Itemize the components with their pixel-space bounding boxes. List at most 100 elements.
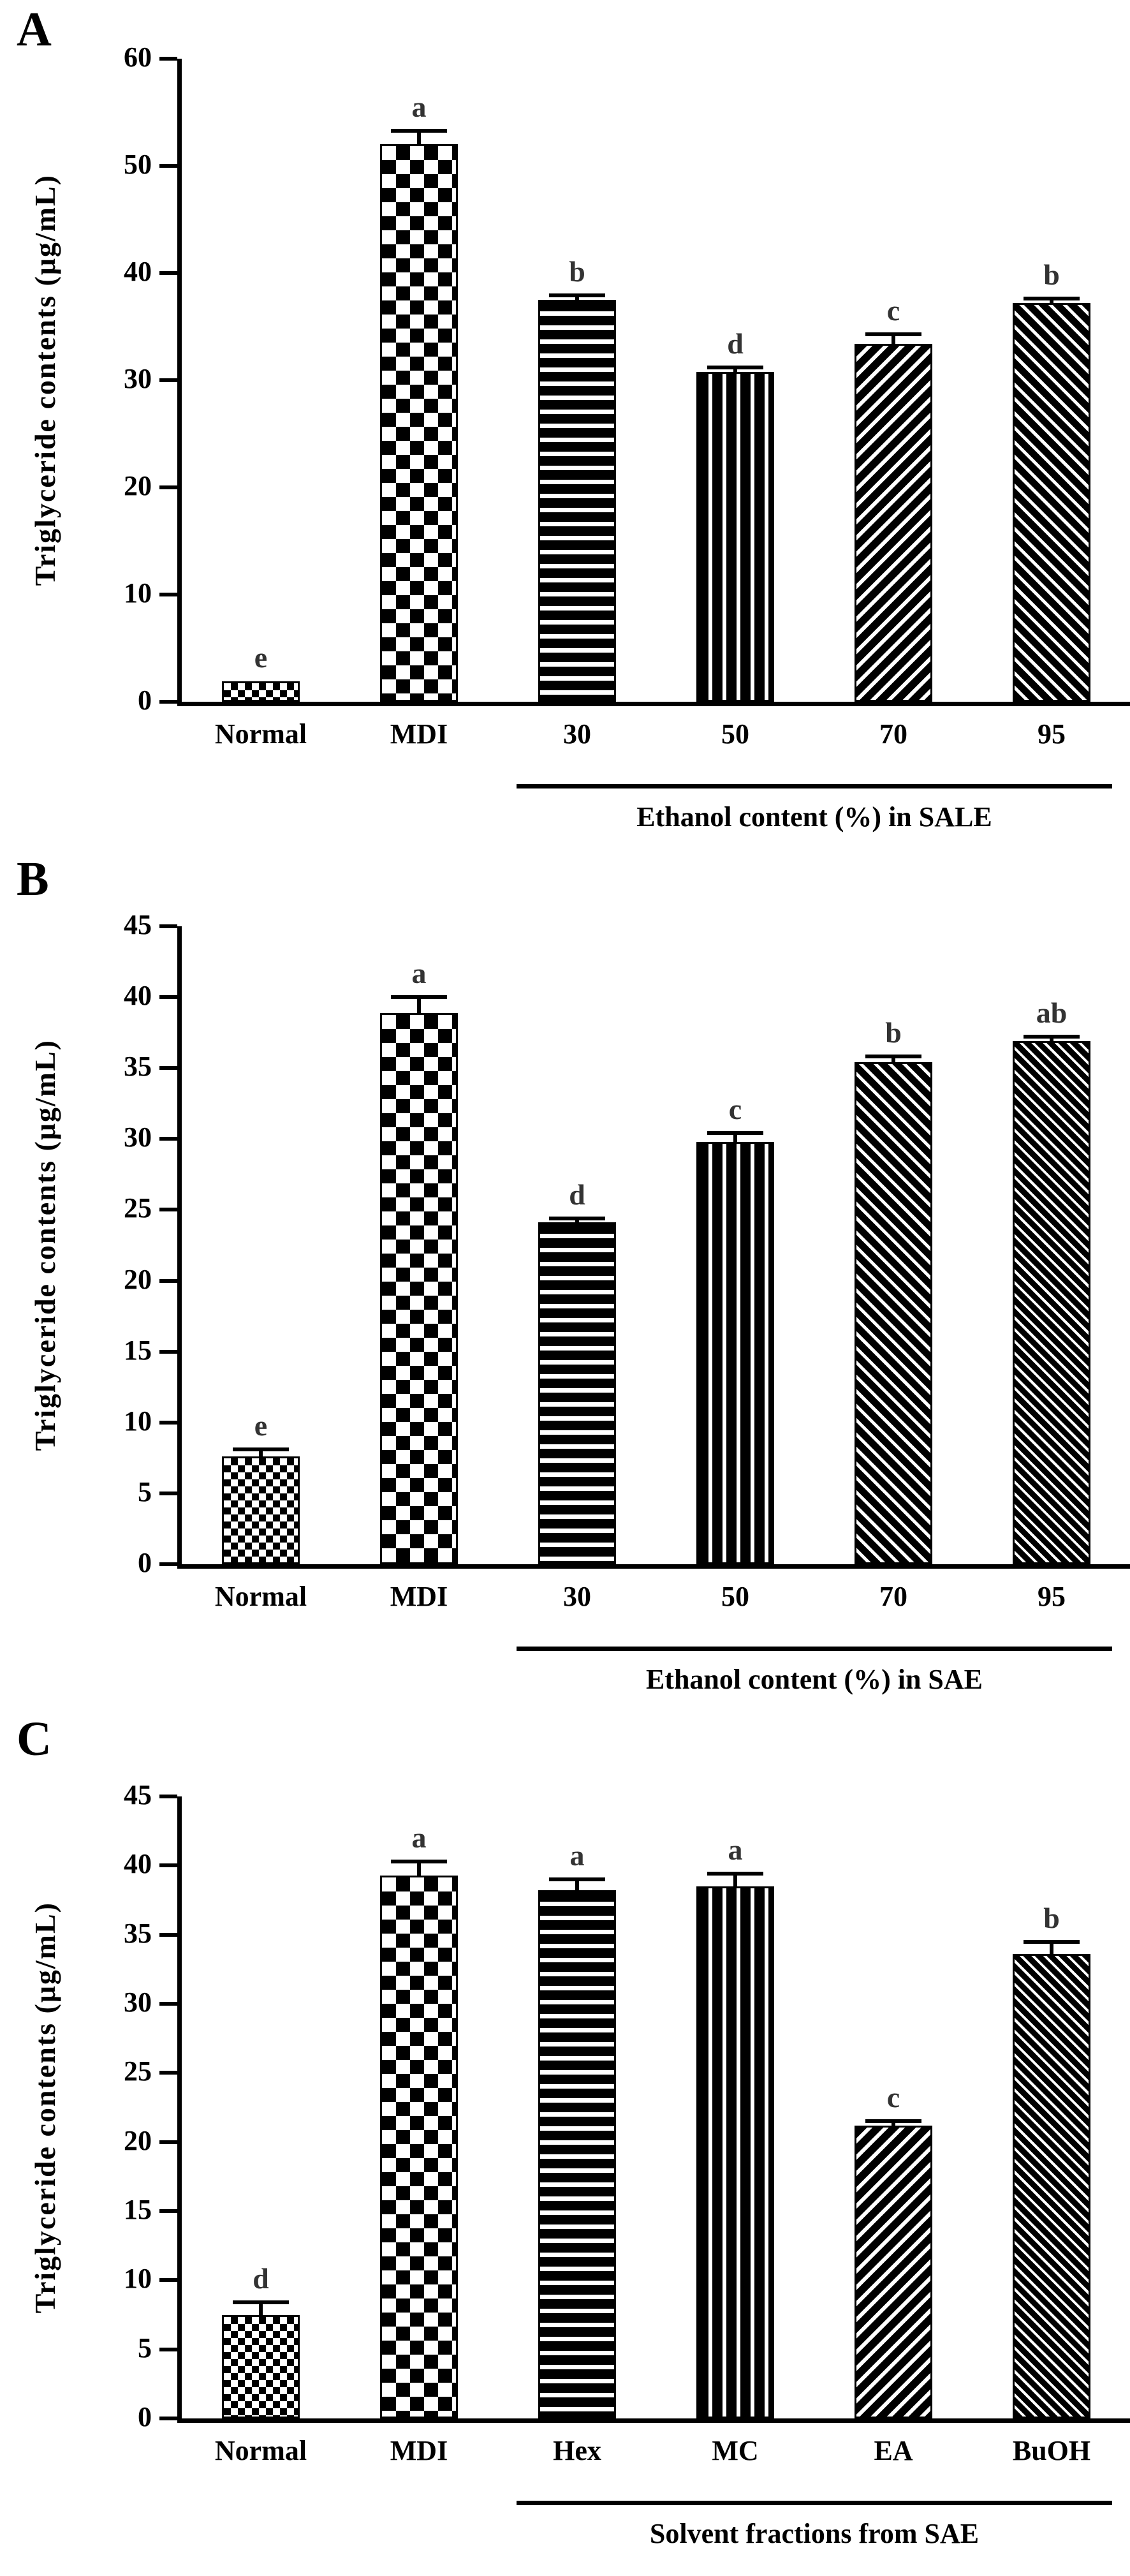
- error-bar-cap: [233, 1447, 289, 1451]
- error-bar-stem: [575, 1879, 579, 1892]
- error-bar-stem: [259, 2302, 263, 2316]
- group-underline: [517, 2501, 1112, 2505]
- y-tick-label: 10: [124, 577, 152, 609]
- y-tick: [159, 700, 177, 704]
- group-axis-label: Solvent fractions from SAE: [649, 2518, 980, 2549]
- y-tick-label: 20: [124, 470, 152, 501]
- error-bar-stem: [892, 2121, 895, 2127]
- plot-area: 0 5 10 15 20 25 30 35 40 45 e a d c b ab: [124, 911, 1130, 1577]
- x-tick-label: 50: [721, 718, 749, 750]
- y-tick: [159, 2002, 177, 2006]
- y-tick-label: 40: [124, 980, 152, 1012]
- y-tick-label: 40: [124, 1848, 152, 1880]
- bar-95: [1013, 303, 1090, 702]
- y-tick: [159, 2347, 177, 2351]
- bar-Hex: [538, 1890, 616, 2418]
- sig-letter: c: [728, 1093, 742, 1126]
- panel-A: A Triglyceride contents (μg/mL) 0 10 20 30 40…: [6, 0, 1130, 850]
- y-tick: [159, 1491, 177, 1495]
- y-tick: [159, 2071, 177, 2075]
- x-tick-label: MDI: [390, 1581, 448, 1612]
- x-tick-label: 95: [1038, 1581, 1066, 1612]
- sig-letter: a: [411, 1821, 427, 1854]
- y-tick-label: 0: [138, 685, 152, 716]
- sig-letter: b: [1043, 258, 1060, 292]
- panel-label-A: A: [17, 3, 52, 56]
- error-bar-stem: [575, 1218, 579, 1224]
- error-bar-cap: [707, 1131, 763, 1136]
- plot-column: 0 5 10 15 20 25 30 35 40 45 e a d c b ab Normal MDI 30 50 70…: [124, 911, 1130, 1722]
- x-tick-label: BuOH: [1012, 2435, 1091, 2466]
- x-axis-area: Normal MDI 30 50 70 95 Ethanol content (%) in …: [177, 1569, 1126, 1722]
- sig-letter: a: [569, 1839, 585, 1872]
- error-bar-cap: [233, 2300, 289, 2304]
- y-tick: [159, 924, 177, 928]
- bar-30: [538, 1222, 616, 1564]
- x-tick-label: 50: [721, 1581, 749, 1612]
- y-axis-title-column: Triglyceride contents (μg/mL): [6, 1796, 83, 2418]
- y-tick-label: 20: [124, 1263, 152, 1295]
- sig-letter: b: [885, 1016, 902, 1049]
- error-bar-cap: [391, 128, 447, 133]
- x-tick-label: 70: [879, 1581, 907, 1612]
- y-tick: [159, 1278, 177, 1283]
- x-tick-label: 70: [879, 718, 907, 750]
- error-bar-cap: [391, 995, 447, 1000]
- x-tick-label: 30: [563, 718, 591, 750]
- sig-letter: d: [727, 327, 744, 360]
- x-tick-label: MDI: [390, 718, 448, 750]
- y-tick: [159, 378, 177, 382]
- x-tick-label: MDI: [390, 2435, 448, 2466]
- bar-30: [538, 300, 616, 702]
- error-bar-stem: [417, 1861, 421, 1877]
- y-tick-label: 15: [124, 1334, 152, 1366]
- panel-label-C: C: [17, 1712, 52, 1766]
- sig-letter: e: [254, 641, 268, 674]
- error-bar-cap: [549, 1216, 605, 1220]
- bar-MDI: [380, 1012, 458, 1564]
- x-tick-label: Normal: [214, 2435, 307, 2466]
- bar-70: [855, 1062, 932, 1564]
- bar-chart-B: Triglyceride contents (μg/mL) 0 5 10 15 20 25 3…: [6, 911, 1130, 1722]
- bar-Normal: [222, 681, 300, 702]
- bar-Normal: [222, 2314, 300, 2418]
- y-tick-label: 45: [124, 909, 152, 940]
- y-tick-label: 15: [124, 2194, 152, 2225]
- error-bar-cap: [707, 365, 763, 369]
- error-bar-stem: [892, 334, 895, 345]
- y-axis-title-column: Triglyceride contents (μg/mL): [6, 926, 83, 1564]
- plot-column: 0 5 10 15 20 25 30 35 40 45 d a a a c b Normal MDI Hex MC EA…: [124, 1781, 1130, 2576]
- error-bar-stem: [733, 367, 737, 373]
- group-underline: [517, 1647, 1112, 1651]
- error-bar-stem: [1050, 1037, 1053, 1042]
- sig-letter: ab: [1036, 996, 1068, 1030]
- error-bar-cap: [707, 1872, 763, 1876]
- error-bar-stem: [1050, 1941, 1053, 1955]
- y-tick: [159, 271, 177, 275]
- error-bar-cap: [549, 293, 605, 298]
- x-tick-label: Normal: [214, 1581, 307, 1612]
- bar-MDI: [380, 1875, 458, 2418]
- sig-letter: d: [569, 1178, 585, 1211]
- error-bar-stem: [892, 1056, 895, 1064]
- y-tick: [159, 164, 177, 168]
- y-tick: [159, 1066, 177, 1070]
- y-tick: [159, 2417, 177, 2420]
- x-tick-label: 30: [563, 1581, 591, 1612]
- y-tick-label: 60: [124, 41, 152, 73]
- y-tick: [159, 2209, 177, 2213]
- error-bar-cap: [865, 332, 921, 336]
- y-axis-title: Triglyceride contents (μg/mL): [28, 174, 61, 586]
- y-tick-label: 35: [124, 1917, 152, 1949]
- y-tick: [159, 1208, 177, 1212]
- y-tick: [159, 2278, 177, 2283]
- y-tick: [159, 1932, 177, 1937]
- bar-50: [696, 1141, 774, 1564]
- x-axis-area: Normal MDI Hex MC EA BuOH Solvent fractions fr…: [177, 2423, 1126, 2576]
- group-underline: [517, 784, 1112, 788]
- y-axis-title: Triglyceride contents (μg/mL): [28, 1901, 61, 2314]
- y-tick-label: 30: [124, 1121, 152, 1153]
- y-tick: [159, 485, 177, 489]
- bar-chart-A: Triglyceride contents (μg/mL) 0 10 20 30 40 50…: [6, 43, 1130, 859]
- bar-95: [1013, 1041, 1090, 1564]
